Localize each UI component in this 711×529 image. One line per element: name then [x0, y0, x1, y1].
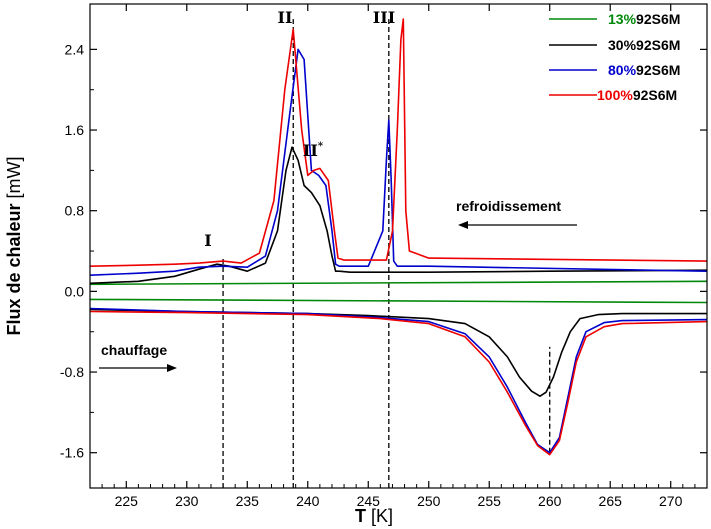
peak-II-star-base: II: [303, 141, 318, 160]
y-tick-label: 2.4: [65, 41, 85, 57]
peak-II-star-sup: *: [318, 141, 324, 152]
x-tick-label: 255: [478, 493, 502, 509]
legend-suffix: 92S6M: [636, 62, 680, 78]
legend-suffix: 92S6M: [636, 11, 680, 27]
heating-label: chauffage: [101, 342, 167, 358]
legend-suffix: 92S6M: [636, 37, 680, 53]
legend-percent: 100%: [597, 87, 633, 103]
peak-label-II: II: [278, 8, 293, 27]
x-axis-ticks: 225 230 235 240 245 250 255 260 265 270: [89, 4, 708, 509]
series-line: [89, 298, 708, 304]
series-line: [89, 18, 708, 267]
series-line: [89, 146, 708, 285]
legend-entry: 80%92S6M: [549, 62, 680, 78]
x-axis-symbol: T: [355, 506, 366, 526]
y-tick-label: 0.8: [65, 203, 85, 219]
y-tick-label: -0.8: [60, 364, 84, 380]
legend-label: 100%92S6M: [597, 87, 677, 103]
peak-label-I: I: [204, 231, 211, 250]
cooling-label: refroidissement: [456, 198, 561, 214]
legend-entry: 100%92S6M: [549, 87, 677, 103]
legend-label: 80%92S6M: [608, 62, 680, 78]
x-tick-label: 235: [236, 493, 260, 509]
x-tick-label: 245: [357, 493, 381, 509]
x-tick-label: 270: [659, 493, 683, 509]
series-line: [89, 310, 708, 456]
peak-label-III: III: [373, 8, 395, 27]
y-tick-label: -1.6: [60, 445, 84, 461]
legend-percent: 13%: [608, 11, 637, 27]
x-tick-label: 230: [175, 493, 199, 509]
series-lines: [89, 18, 708, 456]
x-axis-unit: [K]: [371, 506, 393, 526]
heating-arrowhead: [167, 364, 177, 372]
peak-label-II-star: II*: [303, 141, 324, 160]
legend-label: 13%92S6M: [608, 11, 680, 27]
series-line: [89, 48, 708, 276]
x-tick-label: 265: [599, 493, 623, 509]
cooling-arrowhead: [458, 221, 468, 229]
legend-percent: 30%: [608, 37, 637, 53]
x-axis-title: T [K]: [355, 506, 393, 526]
y-axis-ticks: -1.6 -0.8 0.0 0.8 1.6 2.4: [60, 41, 707, 461]
x-tick-label: 260: [538, 493, 562, 509]
legend: 13%92S6M 30%92S6M 80%92S6M 100%92S6M: [549, 11, 680, 103]
legend-suffix: 92S6M: [633, 87, 677, 103]
y-tick-label: 0.0: [65, 283, 85, 299]
legend-entry: 30%92S6M: [549, 37, 680, 53]
y-axis-unit: [mW]: [4, 156, 24, 198]
x-tick-label: 250: [417, 493, 441, 509]
series-line: [89, 307, 708, 454]
x-tick-label: 225: [115, 493, 139, 509]
plot-frame: [89, 3, 708, 489]
y-tick-label: 1.6: [65, 122, 85, 138]
y-axis-label: Flux de chaleur: [4, 203, 24, 335]
legend-percent: 80%: [608, 62, 637, 78]
marker-lines: [222, 19, 551, 488]
series-line: [89, 280, 708, 286]
x-tick-label: 240: [296, 493, 320, 509]
legend-label: 30%92S6M: [608, 37, 680, 53]
series-line: [89, 308, 707, 398]
legend-entry: 13%92S6M: [549, 11, 680, 27]
y-axis-title: Flux de chaleur [mW]: [4, 156, 24, 335]
